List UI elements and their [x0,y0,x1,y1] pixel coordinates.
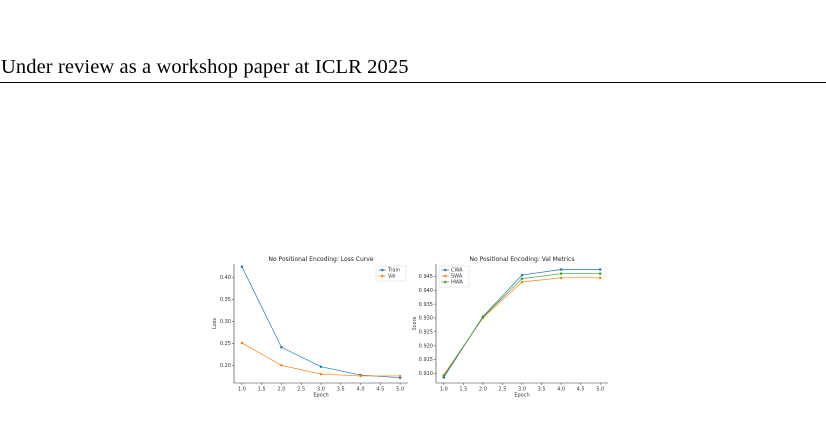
c1-x-tick-label: 1.5 [459,387,467,393]
c0-y-tick-label: 0.20 [220,363,231,369]
c1-y-tick-label: 0.945 [419,274,433,280]
c0-x-tick-label: 3.5 [337,387,345,393]
c0-legend-marker [381,274,384,278]
c0-title: No Positional Encoding: Loss Curve [268,256,373,263]
c0-x-tick-label: 5.0 [396,387,404,393]
c0-series-val-line [241,342,401,377]
c0-series-val-point [359,374,362,378]
c0-legend-label: Val [388,274,396,280]
c1-legend-marker [444,268,447,272]
c1-x-tick-label: 4.5 [577,387,585,393]
c0-x-tick-label: 4.5 [376,387,384,393]
c1-x-tick-label: 2.5 [498,387,506,393]
c1-legend-marker [444,280,447,284]
c1-title: No Positional Encoding: Val Metrics [470,256,575,263]
c1-legend-label: HWA [451,280,463,286]
c1-x-tick-label: 1.0 [440,387,448,393]
c1-y-tick-label: 0.940 [419,288,433,294]
c1-y-tick-label: 0.920 [419,343,433,349]
c0-x-tick-label: 4.0 [357,387,365,393]
c0-y-tick-label: 0.30 [220,319,231,325]
c1-y-tick-label: 0.915 [419,357,433,363]
c1-series-hwa-point [442,374,446,378]
c0-series-train-point [398,376,402,379]
c0-x-axis-label: Epoch [313,393,328,399]
c0-legend-marker [381,268,384,272]
c1-series-hwa-line [443,273,601,377]
c1-x-tick-label: 3.5 [538,387,546,393]
c0-y-tick-label: 0.35 [220,297,231,303]
c0-x-tick-label: 3.0 [317,387,325,393]
c1-y-axis-label: Score [412,316,418,330]
c0-series-train-point [319,365,323,368]
c1-series-swa-line [443,277,601,375]
c1-x-tick-label: 4.0 [557,387,565,393]
c1-series-swa-point [559,276,563,280]
c0-y-tick-label: 0.25 [220,341,231,347]
val-metrics-chart: No Positional Encoding: Val Metrics 1.0 1.… [412,256,608,399]
c1-x-tick-label: 2.0 [479,387,487,393]
c0-series-val-point [240,341,244,345]
c0-x-tick-label: 1.0 [238,387,246,393]
c0-series-train-point [240,265,244,268]
c1-series-cwa-point [598,268,602,271]
c0-y-axis-label: Loss [212,318,218,329]
c0-series-val-point [280,364,283,367]
header-rule [0,82,826,83]
c0-series-val-point [398,374,402,378]
c1-series-hwa-point [520,277,524,280]
c1-y-tick-label: 0.910 [419,371,433,377]
c1-y-tick-label: 0.930 [419,316,433,322]
c1-legend-label: CWA [451,268,463,274]
c0-x-tick-label: 2.5 [297,387,305,393]
c1-series-cwa-point [559,268,563,271]
loss-curve-chart: No Positional Encoding: Loss Curve 1.0 1.5… [212,256,408,399]
c1-y-tick-label: 0.925 [419,330,433,336]
c1-series-swa-point [520,280,524,284]
c0-series-val-point [319,372,323,376]
c1-y-tick-label: 0.935 [419,302,433,308]
c0-series-train-line [241,266,401,379]
c1-series-hwa-point [598,272,602,275]
c1-x-tick-label: 3.0 [518,387,526,393]
c1-series-hwa-point [481,315,485,319]
c1-x-axis-label: Epoch [514,393,529,399]
c1-legend-marker [444,274,447,278]
c1-series-swa-point [598,276,602,280]
c1-series-cwa-point [520,273,524,277]
c1-series-hwa-point [559,272,563,275]
c0-x-tick-label: 2.0 [277,387,285,393]
c0-series-train-point [280,346,283,349]
c0-legend-label: Train [387,268,400,274]
c1-legend-label: SWA [451,274,463,280]
c1-x-tick-label: 5.0 [596,387,604,393]
c0-y-tick-label: 0.40 [220,275,231,281]
running-header: Under review as a workshop paper at ICLR… [1,56,409,78]
c0-x-tick-label: 1.5 [258,387,266,393]
